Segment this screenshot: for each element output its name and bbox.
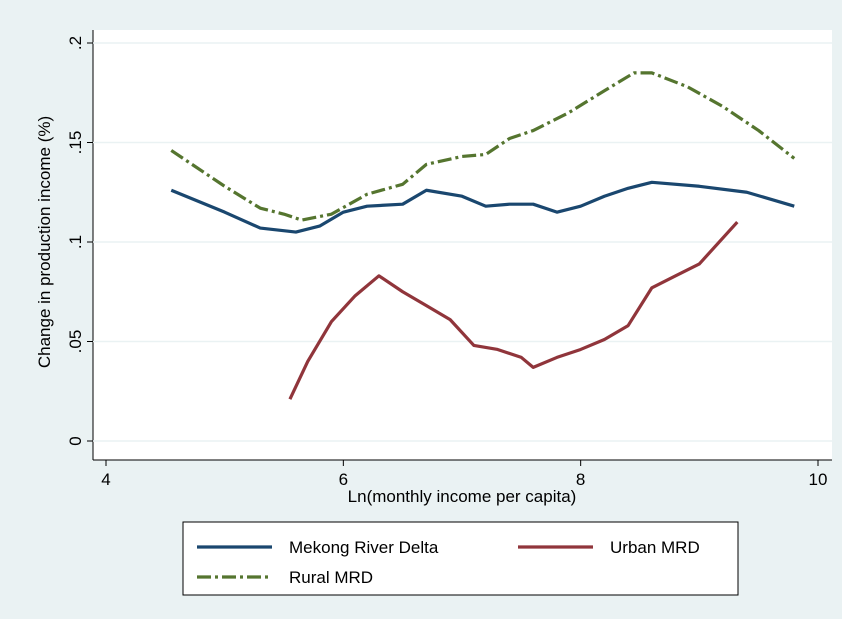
y-tick-label: 0 [66,436,85,445]
y-axis-title: Change in production income (%) [35,116,54,368]
legend-label: Mekong River Delta [289,538,439,557]
x-axis-title: Ln(monthly income per capita) [348,487,577,506]
x-tick-label: 8 [576,470,585,489]
legend-label: Urban MRD [610,538,700,557]
y-tick-label: .1 [66,235,85,249]
x-tick-label: 4 [101,470,110,489]
data-line [170,71,796,222]
x-tick-label: 10 [809,470,828,489]
x-tick-label: 6 [339,470,348,489]
legend-label: Rural MRD [289,568,373,587]
data-line [288,221,739,400]
legend-box [182,521,739,596]
y-tick-label: .05 [66,330,85,354]
plot-region [93,30,832,460]
data-line [170,180,795,234]
y-tick-label: .2 [66,36,85,50]
y-tick-label: .15 [66,131,85,155]
